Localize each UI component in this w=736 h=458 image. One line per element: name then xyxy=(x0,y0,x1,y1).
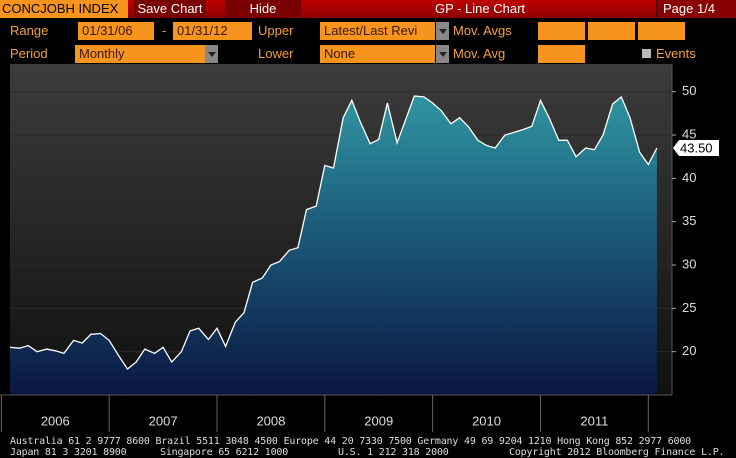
area-fill xyxy=(10,96,657,395)
mov-avg-field[interactable] xyxy=(588,22,635,40)
mov-avg-field[interactable] xyxy=(538,45,585,63)
y-tick-label: 45 xyxy=(682,126,696,141)
dropdown-arrow[interactable] xyxy=(205,45,218,63)
y-tick-label: 40 xyxy=(682,170,696,185)
period-label: Period xyxy=(10,46,48,61)
mov-avg-field[interactable] xyxy=(538,22,585,40)
period-select[interactable]: Monthly xyxy=(75,45,205,63)
save-button[interactable]: Save Chart xyxy=(134,0,206,18)
x-tick-label: 2010 xyxy=(472,413,501,428)
y-tick-label: 25 xyxy=(682,300,696,315)
hide-button[interactable]: Hide xyxy=(225,0,301,18)
upper-select[interactable]: Latest/Last Revi xyxy=(320,22,435,40)
chart: 43.50 20 25 30 35 40 45 50 2006 2007 2008 2009 2010 2… xyxy=(0,64,719,432)
mov-avg-label: Mov. Avg xyxy=(453,46,506,61)
x-axis-band xyxy=(0,395,672,432)
y-tick-label: 20 xyxy=(682,343,696,358)
lower-select[interactable]: None xyxy=(320,45,435,63)
x-tick-label: 2009 xyxy=(364,413,393,428)
footer-line: Copyright 2012 Bloomberg Finance L.P. xyxy=(509,447,725,458)
x-tick-label: 201 xyxy=(691,413,713,428)
mov-avg-field[interactable] xyxy=(638,22,685,40)
y-tick-label: 35 xyxy=(682,213,696,228)
footer-line: Japan 81 3 3201 8900 xyxy=(10,447,127,458)
dropdown-arrow[interactable] xyxy=(436,45,449,63)
x-tick-label: 2007 xyxy=(149,413,178,428)
lower-label: Lower xyxy=(258,46,294,61)
y-tick-label: 30 xyxy=(682,256,696,271)
security-field[interactable]: CONCJOBH INDEX xyxy=(0,0,128,18)
footer-line: U.S. 1 212 318 2000 xyxy=(338,447,449,458)
range-dash: - xyxy=(162,23,167,38)
line xyxy=(9,95,658,370)
page-indicator: Page 1/4 xyxy=(656,0,736,18)
footer-line: Australia 61 2 9777 8600 Brazil 5511 304… xyxy=(10,436,691,447)
events-label: Events xyxy=(656,46,696,61)
dropdown-arrow[interactable] xyxy=(436,22,449,40)
x-tick-label: 2011 xyxy=(580,413,608,428)
window-title: GP - Line Chart xyxy=(434,1,526,16)
end-date[interactable]: 01/31/12 xyxy=(173,22,252,40)
events-checkbox[interactable] xyxy=(642,49,651,58)
mov-avgs-label: Mov. Avgs xyxy=(453,23,512,38)
x-tick-label: 2008 xyxy=(256,413,285,428)
last-value-box xyxy=(673,140,719,157)
y-tick-label: 50 xyxy=(682,83,696,98)
range-label: Range xyxy=(10,23,49,38)
start-date[interactable]: 01/31/06 xyxy=(78,22,154,40)
x-tick-label: 2006 xyxy=(41,413,70,428)
footer-line: Singapore 65 6212 1000 xyxy=(160,447,289,458)
last-value-label: 43.50 xyxy=(680,140,713,155)
upper-label: Upper xyxy=(258,23,294,38)
